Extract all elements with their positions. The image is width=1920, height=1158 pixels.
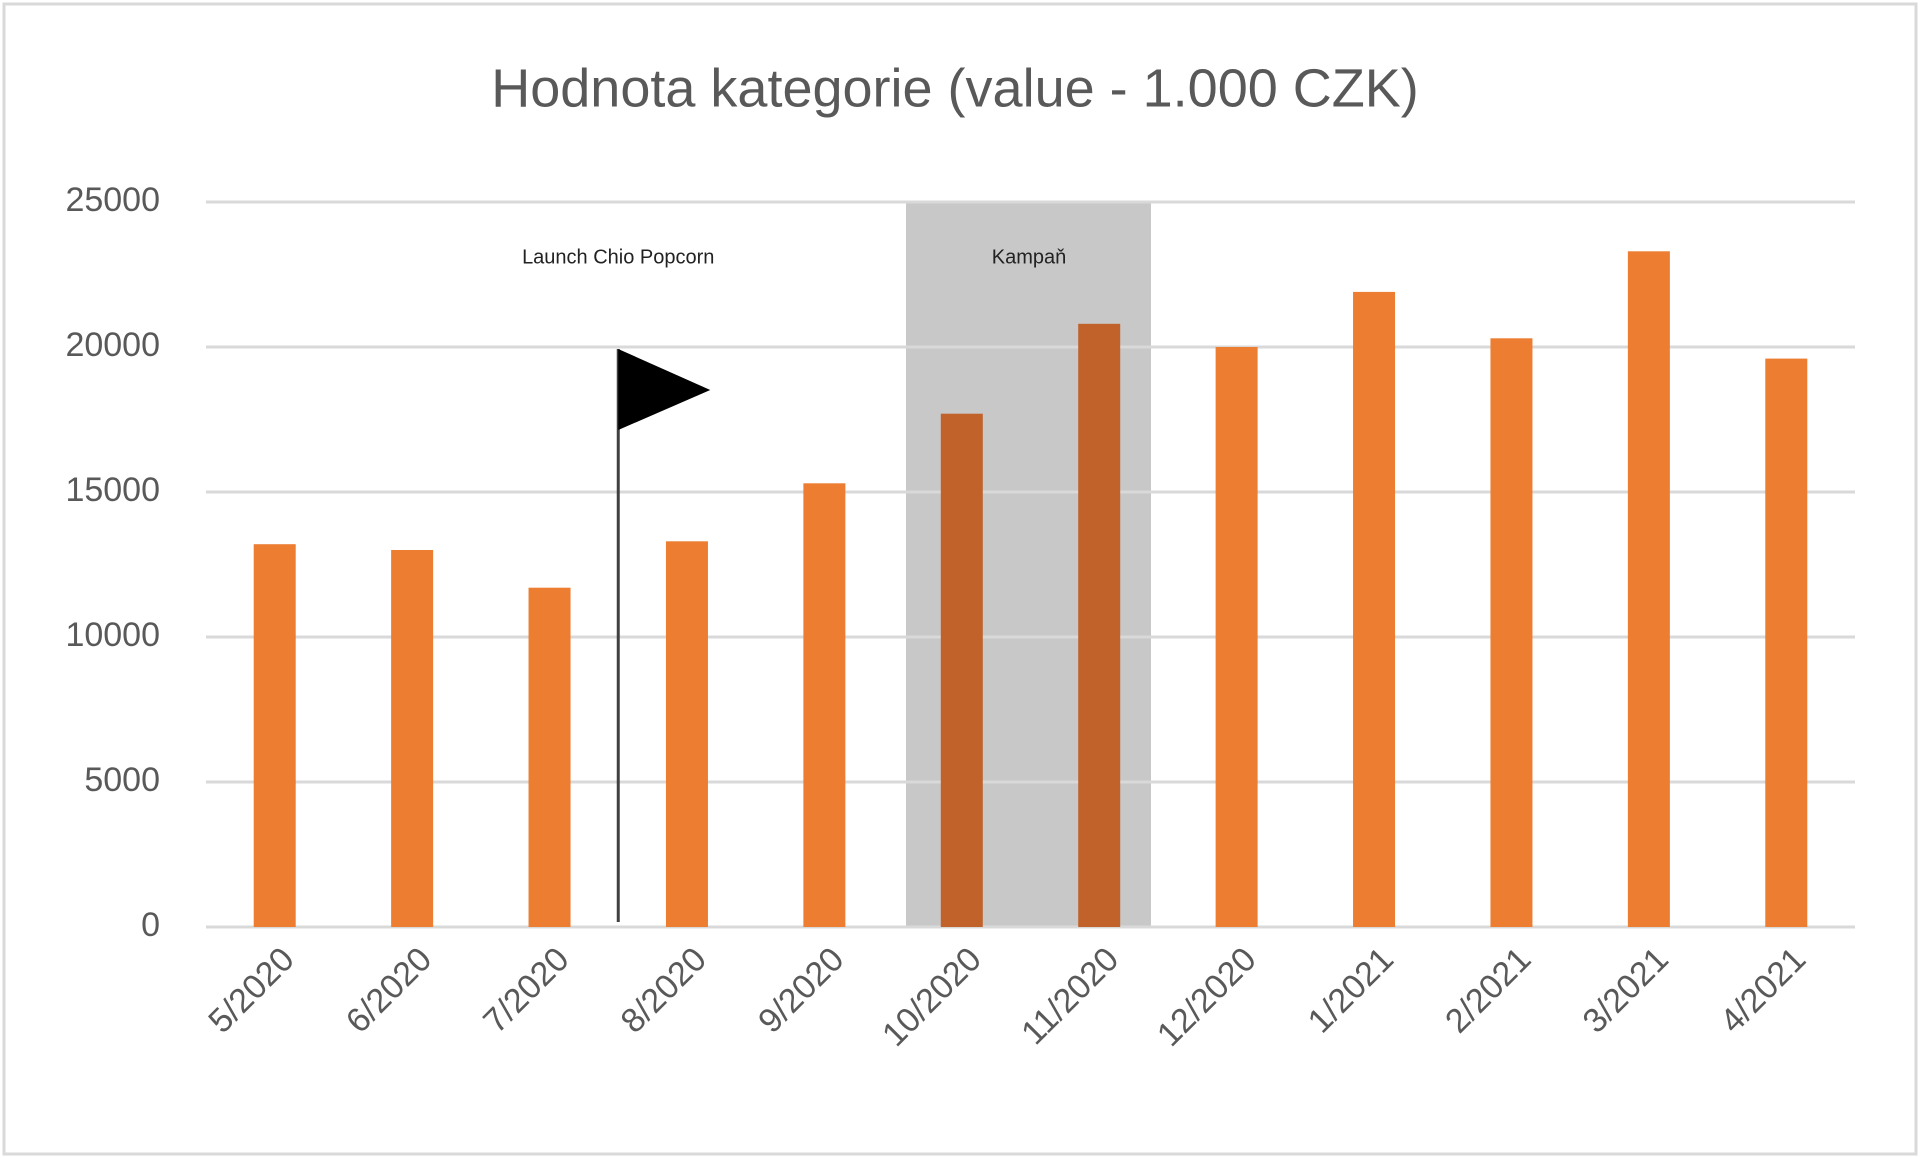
bar bbox=[940, 413, 983, 927]
bar bbox=[1353, 291, 1396, 927]
y-tick-label: 20000 bbox=[65, 326, 160, 364]
bar bbox=[1078, 323, 1121, 927]
y-tick-label: 15000 bbox=[65, 471, 160, 509]
y-tick-label: 0 bbox=[141, 906, 160, 944]
bar bbox=[1490, 338, 1533, 927]
y-tick-label: 10000 bbox=[65, 616, 160, 654]
bar bbox=[253, 544, 296, 927]
bar bbox=[803, 483, 846, 927]
annotation: Launch Chio Popcorn bbox=[522, 246, 714, 268]
bar bbox=[528, 587, 571, 927]
bar bbox=[1215, 347, 1258, 927]
flag bbox=[618, 349, 711, 430]
y-tick-label: 25000 bbox=[65, 181, 160, 219]
bar bbox=[1627, 251, 1670, 928]
y-tick-label: 5000 bbox=[84, 761, 160, 799]
chart-title: Hodnota kategorie (value - 1.000 CZK) bbox=[491, 58, 1419, 118]
bar bbox=[1765, 358, 1808, 928]
bar bbox=[391, 550, 434, 927]
annotation: Kampaň bbox=[992, 246, 1067, 268]
bar bbox=[665, 541, 708, 927]
